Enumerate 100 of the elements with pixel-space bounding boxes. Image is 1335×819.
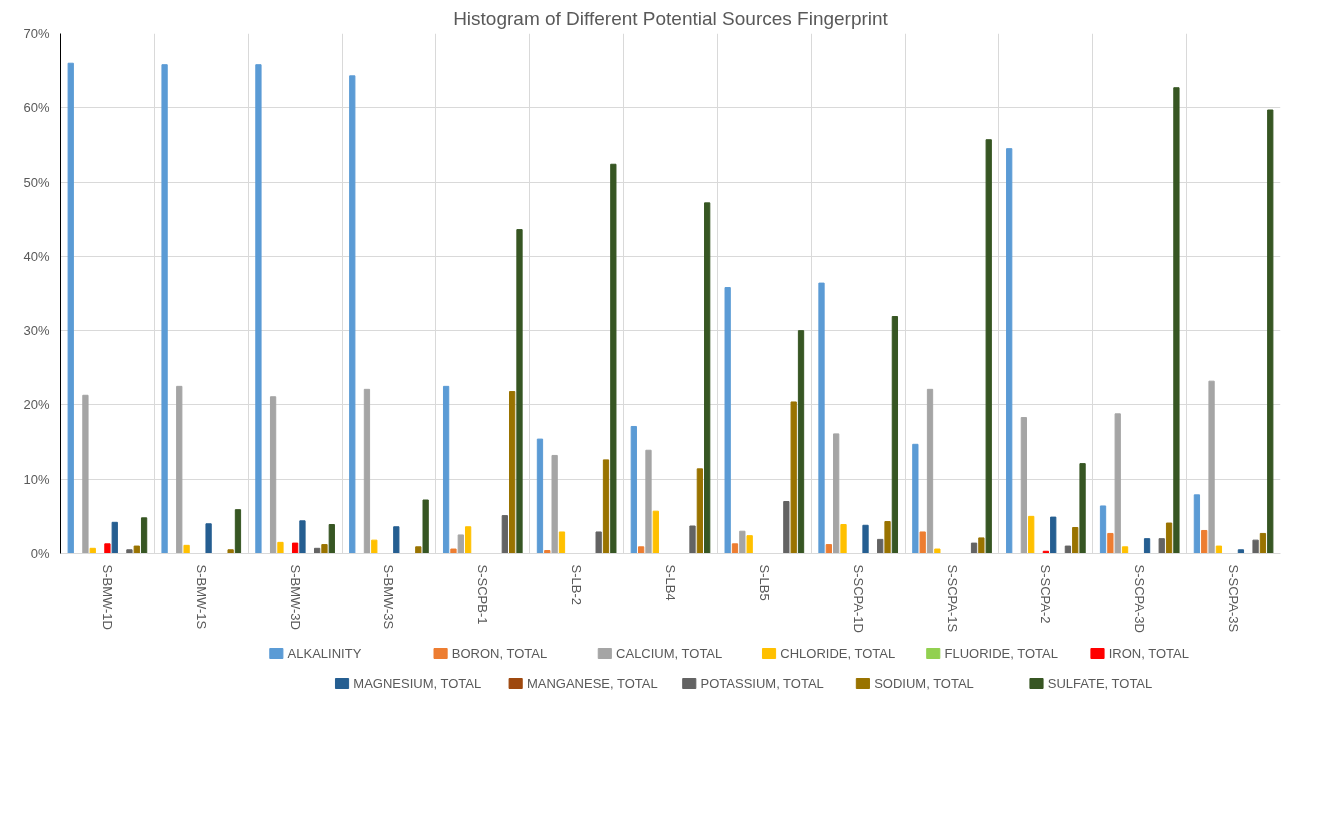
x-tick-label: S-SCPA-1S [944,564,960,633]
bar [1165,522,1173,554]
legend-label: BORON, TOTAL [451,646,548,661]
bar [1079,463,1086,554]
bar [645,449,652,554]
bar [1237,549,1245,554]
bar [509,391,516,554]
bar [1006,148,1013,554]
bar [205,523,212,554]
bar [299,520,306,554]
x-tick-label: S-LB-2 [569,564,585,605]
y-tick-label: 70% [23,26,50,41]
bar [161,64,168,554]
bar [544,550,551,554]
bar [595,531,602,554]
bar [501,515,508,554]
bar [82,394,89,554]
bar [89,547,96,554]
bar [638,546,645,554]
bar [536,438,544,554]
bar [269,396,277,554]
bar [363,388,371,554]
bar [1028,515,1035,554]
x-tick-label: S-SCPA-2 [1038,564,1054,624]
bar [1064,545,1072,554]
bar [1259,532,1267,554]
bar [1121,546,1129,554]
bar [630,425,637,554]
bar [457,534,464,554]
legend-label: MANGANESE, TOTAL [526,676,658,691]
x-tick-label: S-BMW-1S [193,564,209,630]
bar [234,509,242,554]
bar [1107,532,1114,554]
y-tick-label: 40% [23,248,50,264]
legend-label: CALCIUM, TOTAL [616,646,723,661]
bar [111,521,118,554]
bar [891,316,899,554]
bar [731,543,739,554]
bar [783,501,790,554]
bar [227,549,234,554]
bar [704,202,711,554]
y-tick-label: 60% [23,100,50,116]
bar [877,538,884,554]
bar [126,549,133,554]
bar [970,542,978,554]
bar [912,443,919,554]
bar [133,545,140,554]
bar [1173,87,1180,554]
bar [1193,494,1201,554]
bar [1020,417,1028,554]
legend-label: CHLORIDE, TOTAL [780,646,896,661]
x-tick-label: S-BMW-1D [99,564,115,630]
bar [321,544,328,554]
bar [833,433,840,554]
x-tick-label: S-LB4 [663,564,678,601]
legend-label: MAGNESIUM, TOTAL [353,676,482,691]
bar [840,524,847,554]
x-tick-label: S-SCPA-3D [1132,564,1148,633]
y-tick-label: 10% [23,471,50,487]
bar [1158,538,1165,554]
y-tick-label: 20% [23,397,50,413]
y-tick-label: 30% [23,323,50,339]
bar [602,459,610,554]
bar [255,64,262,554]
bar [696,468,703,554]
bar [183,544,190,554]
bar [790,401,797,554]
legend-label: ALKALINITY [287,646,362,661]
bar [746,535,753,554]
bar [739,530,746,554]
chart-title: Histogram of Different Potential Sources Fingerprint [453,7,889,29]
bar [919,531,926,554]
bar [884,521,891,554]
bar [516,229,523,554]
legend-label: IRON, TOTAL [1108,646,1189,661]
bar [1099,505,1107,554]
x-tick-label: S-SCPA-1D [850,564,866,633]
x-tick-label: S-BMW-3S [381,564,397,630]
y-tick-label: 50% [23,174,50,190]
bar [277,541,284,554]
bar [926,388,934,554]
x-tick-label: S-SCPA-3S [1226,564,1242,633]
bar [724,287,731,554]
bar [450,548,457,554]
bar [328,524,335,554]
bar [934,548,941,554]
legend-label: POTASSIUM, TOTAL [700,676,824,691]
bar [558,531,566,554]
x-tick-label: S-LB5 [756,564,772,601]
bar [1072,527,1079,554]
bar [985,139,992,554]
bar [652,510,659,554]
bar [1208,380,1215,554]
bar [349,75,356,554]
bar [1201,529,1208,554]
x-tick-label: S-SCPB-1 [475,564,491,625]
bar [551,454,558,554]
bar [140,517,148,554]
bar [291,542,299,554]
bar [797,330,805,554]
